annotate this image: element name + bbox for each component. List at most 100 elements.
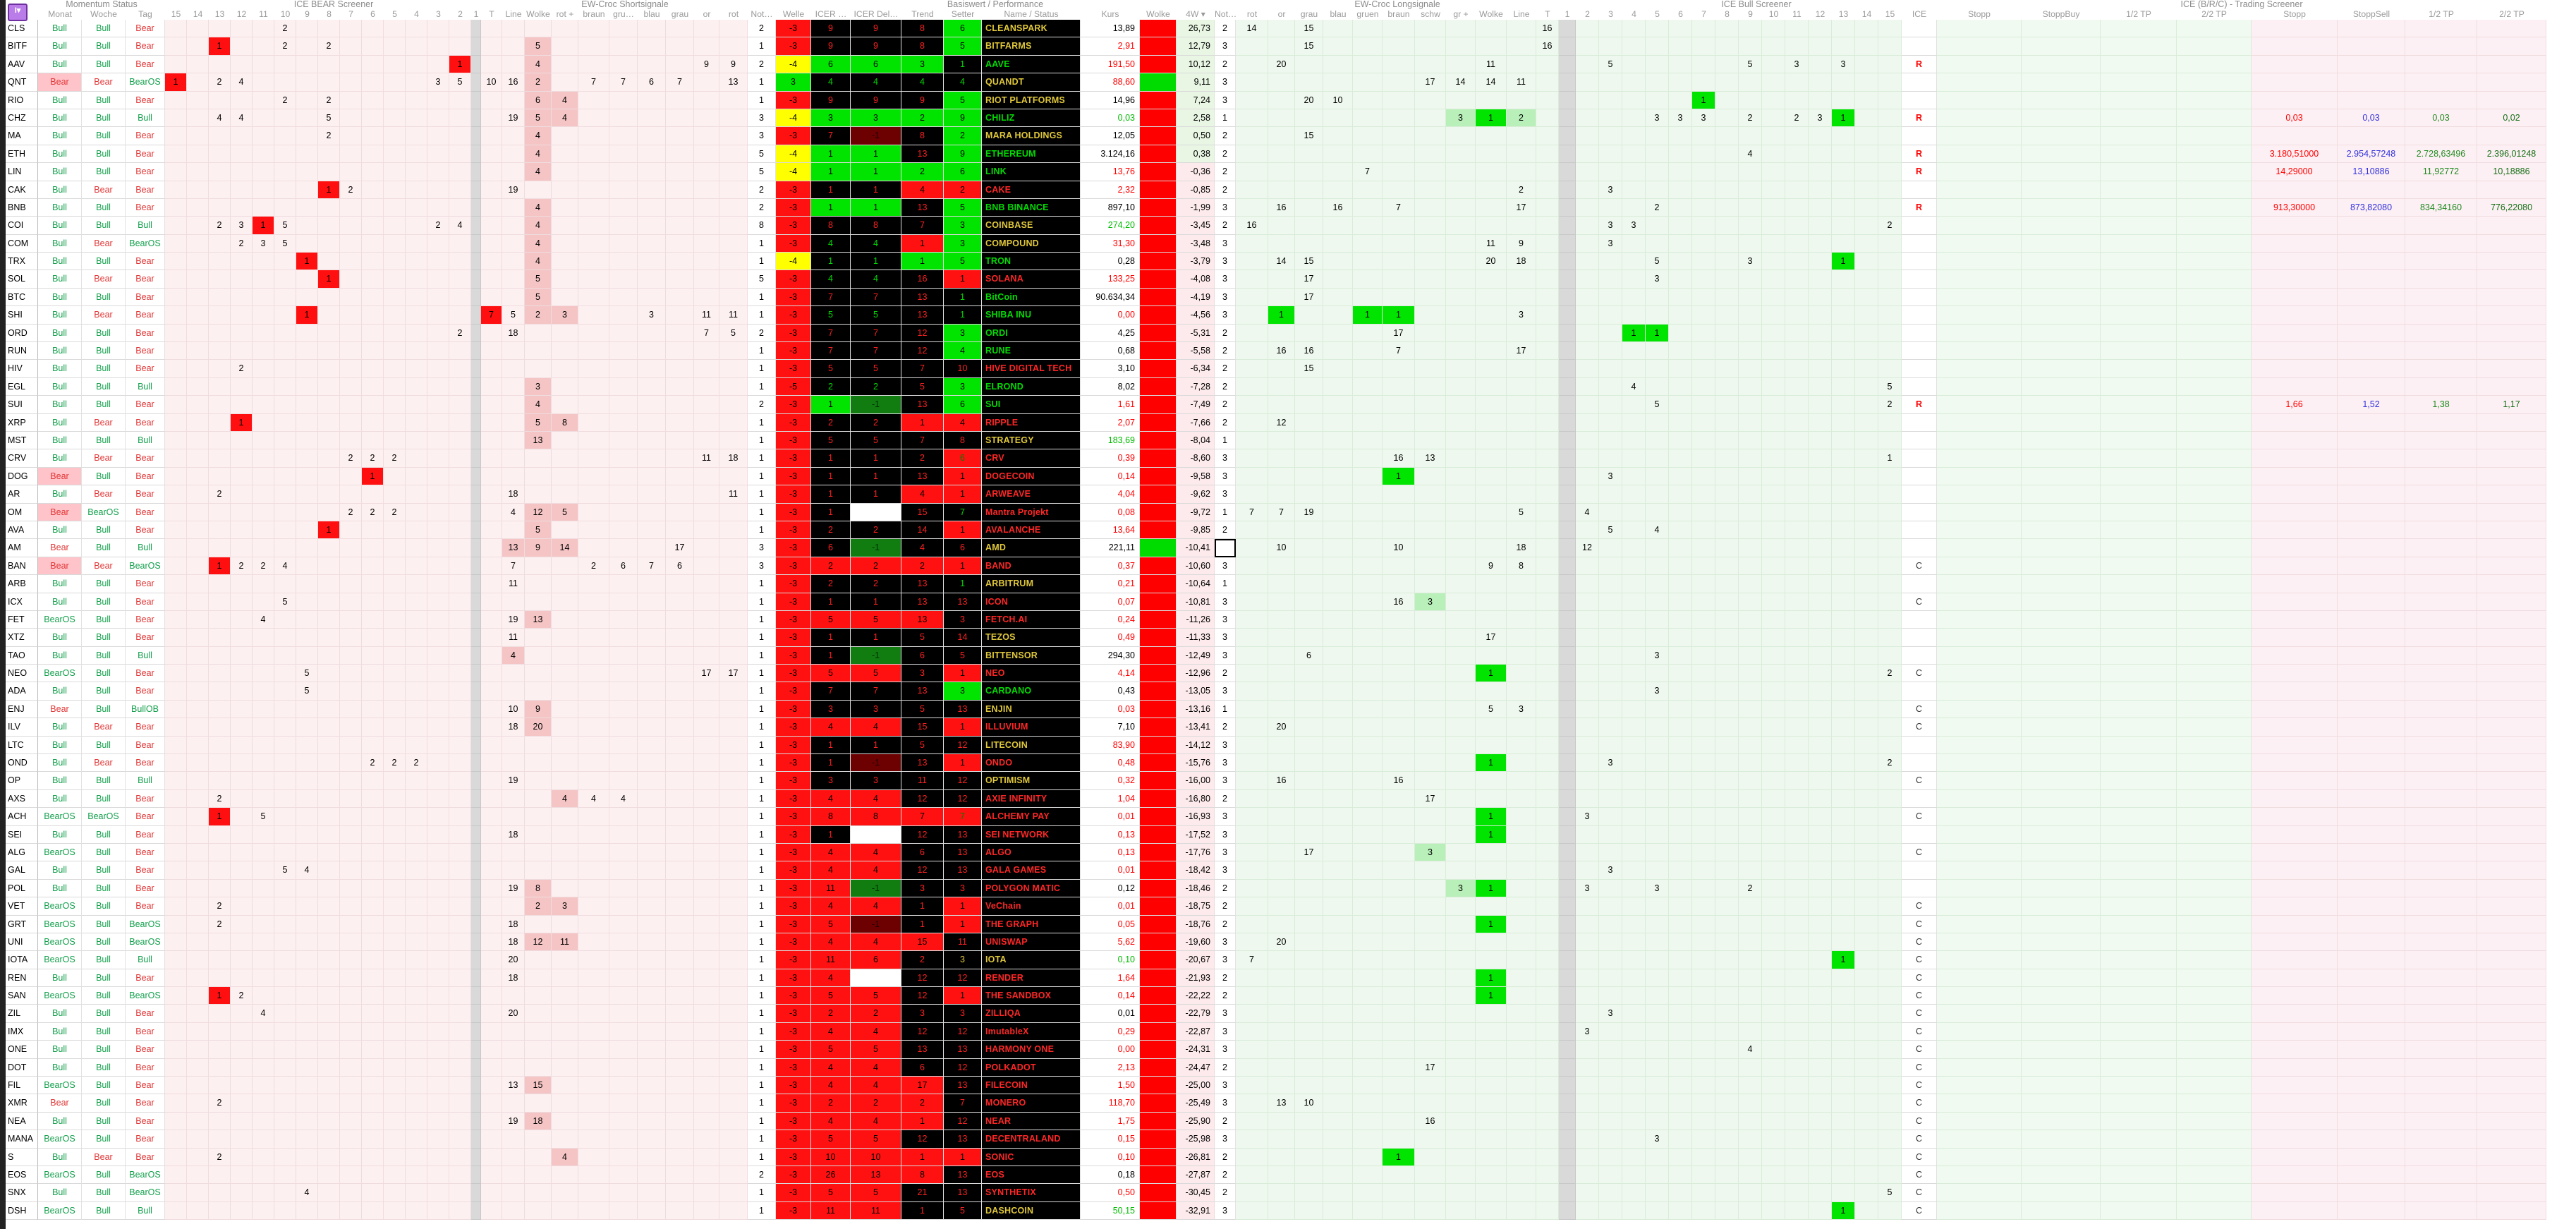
ticker-cell[interactable]: AM xyxy=(6,539,38,557)
bull-screener-cell[interactable] xyxy=(1832,1058,1855,1077)
separator-column[interactable] xyxy=(471,1130,481,1149)
note-cell[interactable]: 2 xyxy=(1215,377,1236,396)
icer-cell[interactable]: 2 xyxy=(811,413,851,432)
note-cell[interactable]: 2 xyxy=(1215,969,1236,988)
long-signal-cell[interactable] xyxy=(1236,1094,1268,1113)
note-cell[interactable]: 2 xyxy=(1215,342,1236,361)
name-cell[interactable]: LINK xyxy=(982,163,1081,181)
setter-cell[interactable]: 1 xyxy=(944,521,982,540)
bear-screener-cell[interactable] xyxy=(406,682,427,701)
bull-screener-cell[interactable] xyxy=(1785,521,1809,540)
long-signal-cell[interactable] xyxy=(1476,521,1507,540)
bear-screener-cell[interactable] xyxy=(318,789,340,809)
long-signal-cell[interactable] xyxy=(1236,789,1268,809)
sell-stoppsell-cell[interactable] xyxy=(2338,593,2405,611)
bear-screener-cell[interactable] xyxy=(406,951,427,969)
ice-signal-cell[interactable] xyxy=(1902,879,1937,898)
bear-screener-cell[interactable] xyxy=(481,396,502,414)
buy-stoppbuy-cell[interactable] xyxy=(2022,610,2101,629)
bull-screener-cell[interactable] xyxy=(1646,915,1669,933)
bull-screener-cell[interactable] xyxy=(1785,897,1809,916)
bull-screener-cell[interactable] xyxy=(1669,700,1692,719)
icer-cell[interactable]: 3 xyxy=(811,700,851,719)
bull-screener-cell[interactable] xyxy=(1739,449,1762,468)
bull-screener-cell[interactable] xyxy=(1646,73,1669,92)
sell-stoppsell-cell[interactable] xyxy=(2338,20,2405,38)
short-signal-cell[interactable] xyxy=(719,163,748,181)
long-signal-cell[interactable]: 13 xyxy=(1415,449,1446,468)
bull-screener-cell[interactable] xyxy=(1669,163,1692,181)
buy-stopp-cell[interactable] xyxy=(1937,377,2022,396)
buy-stoppbuy-cell[interactable] xyxy=(2022,109,2101,128)
long-signal-cell[interactable] xyxy=(1268,610,1295,629)
bull-screener-cell[interactable] xyxy=(1762,593,1785,611)
sell-tp2-cell[interactable] xyxy=(2477,557,2546,576)
woche-status-cell[interactable]: Bull xyxy=(82,37,126,56)
bear-screener-cell[interactable] xyxy=(231,1077,253,1095)
sell-stoppsell-cell[interactable] xyxy=(2338,342,2405,361)
short-signal-cell[interactable] xyxy=(525,861,552,880)
tag-status-cell[interactable]: Bear xyxy=(126,825,165,844)
bear-screener-cell[interactable] xyxy=(296,217,318,235)
bull-screener-cell[interactable] xyxy=(1762,1130,1785,1149)
bear-screener-cell[interactable]: 1 xyxy=(449,55,471,74)
tag-status-cell[interactable]: Bear xyxy=(126,91,165,109)
long-signal-cell[interactable] xyxy=(1446,772,1476,790)
short-signal-cell[interactable] xyxy=(666,377,694,396)
bear-screener-cell[interactable] xyxy=(253,987,274,1005)
bear-screener-cell[interactable] xyxy=(253,91,274,109)
short-signal-cell[interactable]: 13 xyxy=(502,539,525,557)
bull-screener-cell[interactable] xyxy=(1692,431,1715,450)
note-cell[interactable]: 3 xyxy=(1215,1022,1236,1041)
bull-screener-cell[interactable]: 1 xyxy=(1692,91,1715,109)
bull-screener-cell[interactable] xyxy=(1855,413,1878,432)
perf-4w-cell[interactable]: 12,79 xyxy=(1177,37,1215,56)
bear-screener-cell[interactable] xyxy=(209,772,231,790)
short-signal-cell[interactable] xyxy=(502,736,525,755)
long-signal-cell[interactable] xyxy=(1268,37,1295,56)
sell-tp1-cell[interactable] xyxy=(2405,1148,2477,1166)
setter-cell[interactable]: 1 xyxy=(944,557,982,576)
bear-screener-cell[interactable] xyxy=(253,413,274,432)
bear-screener-cell[interactable] xyxy=(274,1041,296,1059)
buy-tp2-cell[interactable] xyxy=(2177,718,2252,737)
bear-screener-cell[interactable] xyxy=(253,342,274,361)
bear-screener-cell[interactable] xyxy=(427,682,449,701)
bull-screener-cell[interactable] xyxy=(1715,951,1739,969)
separator-column[interactable] xyxy=(471,306,481,325)
note-cell[interactable]: 3 xyxy=(1215,37,1236,56)
short-signal-cell[interactable] xyxy=(666,754,694,773)
ticker-cell[interactable]: OND xyxy=(6,754,38,773)
long-signal-cell[interactable] xyxy=(1446,575,1476,593)
trend-cell[interactable]: 7 xyxy=(901,431,944,450)
bull-screener-cell[interactable] xyxy=(1785,127,1809,145)
long-signal-cell[interactable] xyxy=(1415,915,1446,933)
short-signal-cell[interactable] xyxy=(719,377,748,396)
bull-screener-cell[interactable] xyxy=(1692,163,1715,181)
long-signal-cell[interactable] xyxy=(1295,593,1323,611)
sell-stoppsell-cell[interactable] xyxy=(2338,987,2405,1005)
short-signal-cell[interactable] xyxy=(638,467,666,486)
bull-screener-cell[interactable] xyxy=(1809,485,1832,504)
long-signal-cell[interactable]: 7 xyxy=(1383,342,1415,361)
ice-signal-cell[interactable]: C xyxy=(1902,665,1937,683)
bull-screener-cell[interactable] xyxy=(1715,629,1739,647)
bull-screener-cell[interactable] xyxy=(1622,413,1646,432)
long-signal-cell[interactable] xyxy=(1236,718,1268,737)
perf-4w-cell[interactable]: -20,67 xyxy=(1177,951,1215,969)
monat-status-cell[interactable]: Bull xyxy=(38,360,82,378)
bear-screener-cell[interactable] xyxy=(340,557,362,576)
bear-screener-cell[interactable] xyxy=(187,861,209,880)
bear-screener-cell[interactable] xyxy=(274,1058,296,1077)
bull-screener-cell[interactable]: 4 xyxy=(1576,503,1599,521)
short-signal-cell[interactable]: 13 xyxy=(525,610,552,629)
kurs-cell[interactable]: 0,14 xyxy=(1081,467,1140,486)
bull-screener-cell[interactable]: 3 xyxy=(1646,646,1669,665)
bull-screener-cell[interactable] xyxy=(1669,665,1692,683)
woche-status-cell[interactable]: Bull xyxy=(82,324,126,343)
long-signal-cell[interactable] xyxy=(1476,270,1507,289)
bull-screener-cell[interactable] xyxy=(1692,861,1715,880)
bear-screener-cell[interactable] xyxy=(340,342,362,361)
col-header-tag[interactable]: Tag xyxy=(126,9,165,20)
wolke-cell[interactable] xyxy=(1140,181,1177,199)
